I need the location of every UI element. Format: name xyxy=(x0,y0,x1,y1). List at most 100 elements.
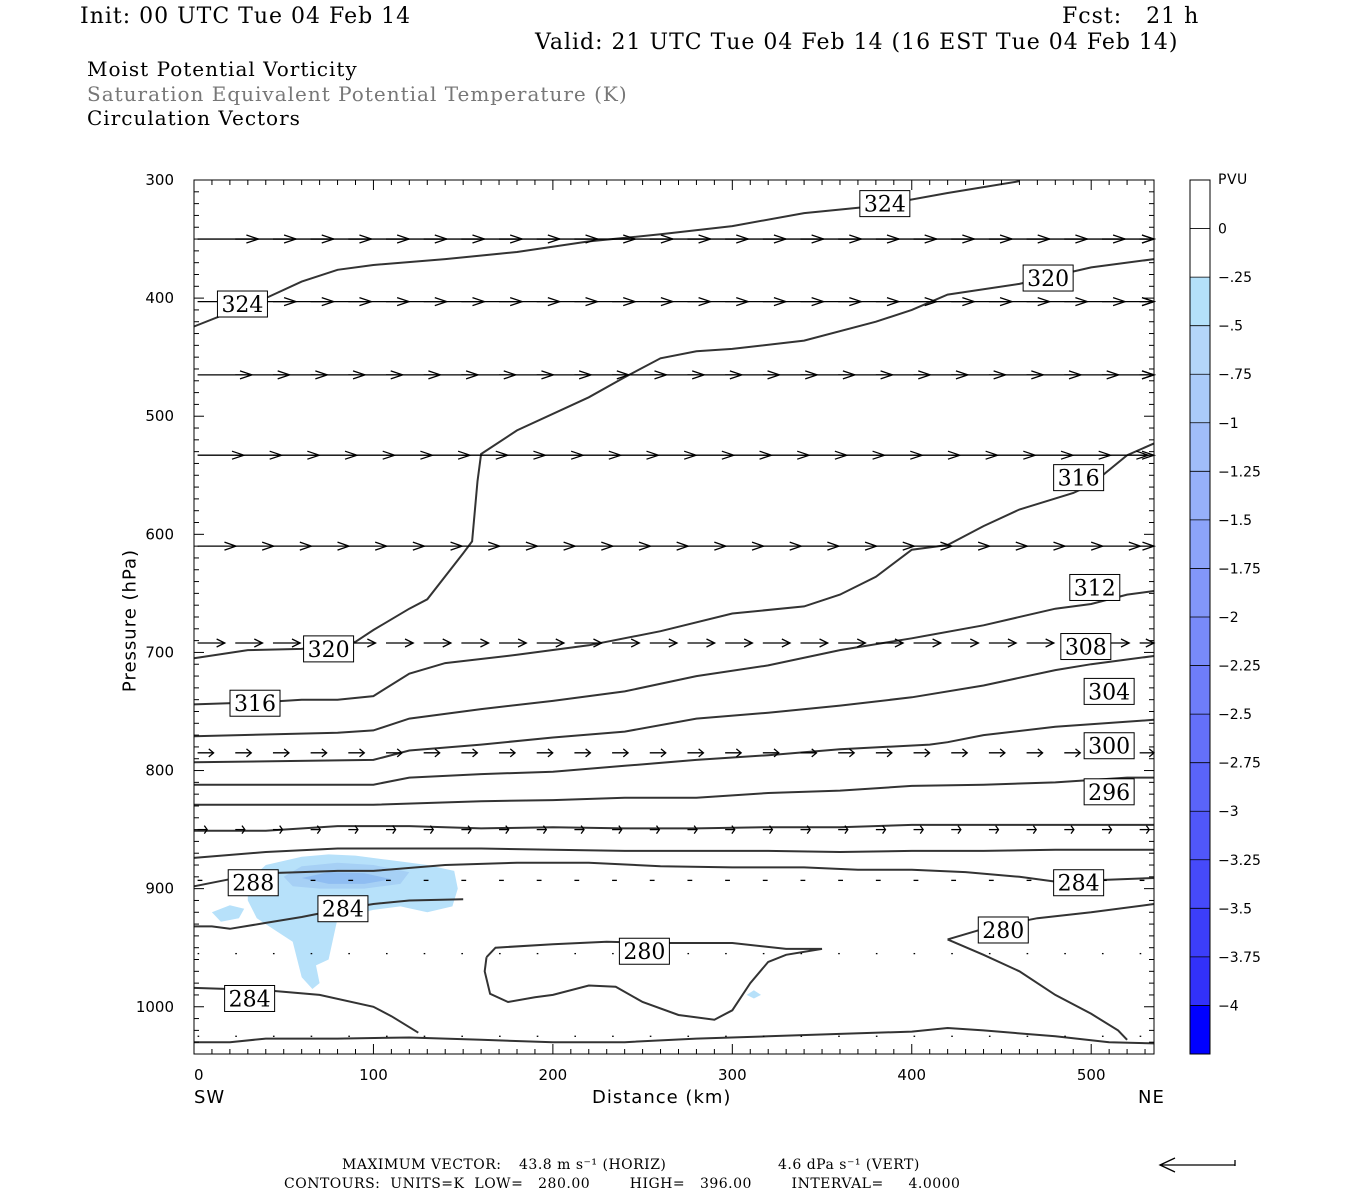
y-tick-label: 600 xyxy=(145,525,174,543)
x-tick-label: 100 xyxy=(359,1066,388,1084)
vector-7-19 xyxy=(913,825,924,834)
vector-6-6 xyxy=(423,748,441,758)
contour-label-box-6 xyxy=(1069,573,1121,601)
vector-head xyxy=(321,748,328,758)
vector-6-23 xyxy=(1064,748,1082,758)
vector-head xyxy=(216,638,227,648)
colorbar-bin-11 xyxy=(1190,714,1210,763)
colorbar-label: −1 xyxy=(1218,416,1239,432)
vector-head xyxy=(655,825,661,834)
contour-label-box-10 xyxy=(1083,778,1135,806)
vector-5-10 xyxy=(574,638,604,648)
mpv-shade-4 xyxy=(301,872,392,884)
vector-7-24 xyxy=(1101,825,1113,834)
vector-7-7 xyxy=(461,825,472,834)
colorbar-bin-3 xyxy=(1190,325,1210,375)
colorbar-bin-8 xyxy=(1190,568,1210,617)
vector-6-21 xyxy=(988,748,1006,758)
vector-4-20 xyxy=(951,541,992,551)
circulation-vector-layer xyxy=(197,234,1157,1037)
vector-5-19 xyxy=(913,638,943,648)
init-time: Init: 00 UTC Tue 04 Feb 14 xyxy=(80,4,412,29)
vector-head xyxy=(505,825,510,834)
vector-7-3 xyxy=(310,825,322,834)
x-tick-label: 200 xyxy=(539,1066,568,1084)
vector-4-22 xyxy=(1026,541,1067,551)
colorbar-label: −2 xyxy=(1218,610,1239,626)
vector-6-15 xyxy=(762,748,780,758)
vector-2-25 xyxy=(1139,370,1157,380)
vector-head xyxy=(962,748,969,758)
y-axis-label: Pressure (hPa) xyxy=(119,548,141,693)
max-vector-horiz: 43.8 m s⁻¹ (HORIZ) xyxy=(519,1157,667,1173)
vector-6-14 xyxy=(725,748,743,758)
vector-5-8 xyxy=(499,638,528,648)
reference-vector-arrow xyxy=(1158,1157,1236,1173)
vector-head xyxy=(1007,638,1018,648)
contour-label-8: 304 xyxy=(1088,680,1130,705)
vector-4-14 xyxy=(725,541,766,551)
vector-5-20 xyxy=(951,638,980,648)
vector-4-10 xyxy=(574,541,615,551)
vector-5-15 xyxy=(762,638,792,648)
vector-head xyxy=(1120,638,1131,648)
vector-head xyxy=(886,748,893,758)
vector-head xyxy=(1037,748,1044,758)
colorbar-label: −1.75 xyxy=(1218,561,1261,577)
vector-5-1 xyxy=(235,638,264,648)
vector-head xyxy=(580,825,585,834)
colorbar-label: −.5 xyxy=(1218,319,1243,335)
contour-label-box-5 xyxy=(229,689,281,717)
y-tick-label: 1000 xyxy=(136,998,174,1016)
contour-276-15 xyxy=(194,1026,1155,1045)
colorbar-bin-12 xyxy=(1190,762,1210,812)
y-tick-label: 800 xyxy=(145,762,174,780)
axis-ticks-layer: 300 400 500 600 700 800 900 1000 0 100 200 300 400 50… xyxy=(136,171,1154,1084)
vector-head xyxy=(811,748,818,758)
contour-label-box-12 xyxy=(317,895,369,923)
vector-head xyxy=(291,638,302,648)
colorbar-bin-7 xyxy=(1190,519,1210,569)
vector-head xyxy=(769,825,774,834)
contour-label-12: 284 xyxy=(322,898,364,923)
contour-300-6 xyxy=(194,776,1154,806)
vector-head xyxy=(856,638,867,648)
vector-head xyxy=(622,748,630,758)
vector-6-8 xyxy=(499,748,517,758)
vector-7-4 xyxy=(348,825,359,834)
contour-label-box-3 xyxy=(303,635,355,663)
contour-308-4 xyxy=(193,655,1155,764)
colorbar-bin-15 xyxy=(1190,908,1210,957)
vector-5-0 xyxy=(197,638,227,648)
vector-head xyxy=(924,748,931,758)
vector-4-17 xyxy=(838,541,879,551)
max-vector-vert: 4.6 dPa s⁻¹ (VERT) xyxy=(778,1157,920,1173)
vector-6-13 xyxy=(687,748,705,758)
vector-head xyxy=(283,748,290,758)
vector-4-11 xyxy=(612,541,653,551)
vector-7-22 xyxy=(1026,825,1037,834)
vector-head xyxy=(731,825,736,834)
contour-label-box-4 xyxy=(1053,464,1105,492)
vector-7-20 xyxy=(951,825,962,834)
vector-7-16 xyxy=(800,825,811,834)
vector-head xyxy=(396,748,404,758)
vector-head xyxy=(542,825,548,834)
colorbar-label: −2.75 xyxy=(1218,756,1261,772)
contour-label-box-11 xyxy=(227,869,279,897)
contour-label-9: 300 xyxy=(1088,735,1130,760)
vector-7-11 xyxy=(612,825,623,834)
contour-292-8 xyxy=(193,847,1154,859)
vector-5-21 xyxy=(988,638,1018,648)
vector-head xyxy=(208,748,215,758)
vector-head xyxy=(630,638,641,648)
vector-6-16 xyxy=(800,748,818,758)
vector-5-7 xyxy=(461,638,491,648)
contour-label-10: 296 xyxy=(1088,781,1130,806)
vector-6-20 xyxy=(951,748,969,758)
vector-6-9 xyxy=(536,748,554,758)
vector-head xyxy=(706,638,717,648)
vector-7-0 xyxy=(197,825,208,834)
colorbar-label: −2.5 xyxy=(1218,707,1252,723)
vector-head xyxy=(472,748,479,758)
